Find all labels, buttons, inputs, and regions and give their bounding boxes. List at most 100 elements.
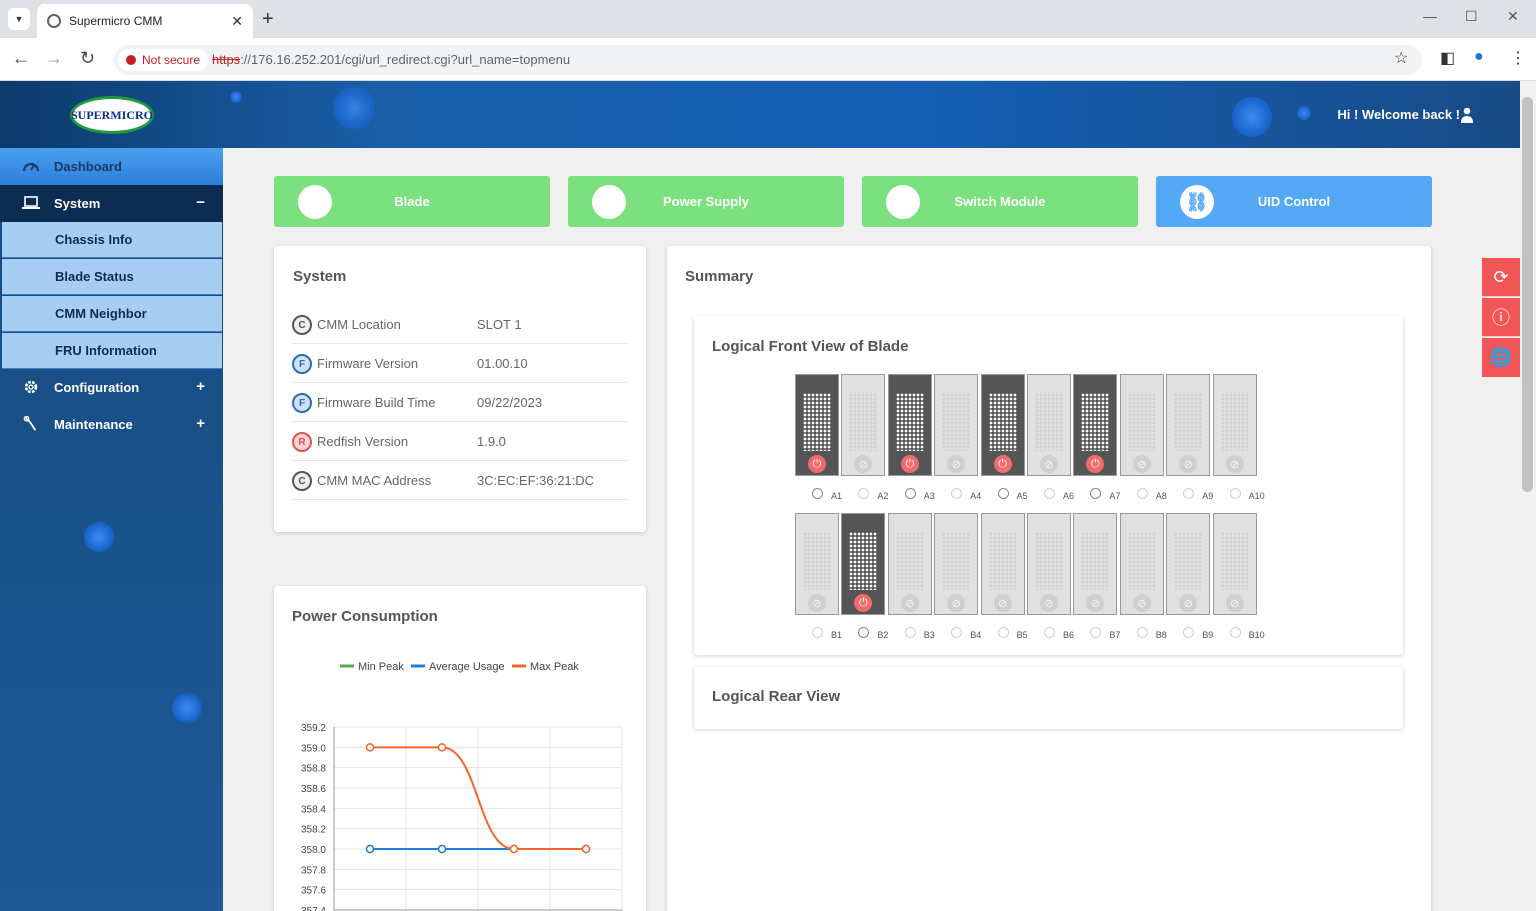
blade-slot-b10[interactable]: ⊘ xyxy=(1212,513,1257,615)
blade-label: A5 xyxy=(1016,491,1028,501)
user-icon[interactable] xyxy=(1461,107,1473,123)
side-panel-icon[interactable]: ◧ xyxy=(1440,50,1456,67)
blade-radio-a7[interactable] xyxy=(1090,488,1102,499)
blade-slot-b2[interactable]: ⏻ xyxy=(841,513,886,615)
check-status-icon xyxy=(298,185,332,219)
refresh-button[interactable]: ⟳ xyxy=(1482,258,1520,297)
check-status-icon xyxy=(886,185,920,219)
menu-icon[interactable]: ⋮ xyxy=(1510,50,1526,67)
minimize-icon[interactable]: — xyxy=(1423,8,1437,24)
blade-label: A7 xyxy=(1109,491,1121,501)
blade-slot-a5[interactable]: ⏻ xyxy=(980,374,1025,476)
blade-radio-a6[interactable] xyxy=(1044,488,1055,499)
blade-vent xyxy=(942,393,971,451)
row-label: CMM MAC Address xyxy=(317,473,432,488)
sidebar-item-blade-status[interactable]: Blade Status xyxy=(2,259,222,295)
new-tab-button[interactable]: + xyxy=(262,8,274,30)
switch-module-button-label: Switch Module xyxy=(954,194,1046,209)
sidebar-item-cmm-neighbor[interactable]: CMM Neighbor xyxy=(2,296,222,332)
blade-radio-b7[interactable] xyxy=(1090,627,1102,638)
blade-slot-a7[interactable]: ⏻ xyxy=(1073,374,1118,476)
blade-slot-b6[interactable]: ⊘ xyxy=(1027,513,1071,615)
blade-radio-a2[interactable] xyxy=(858,488,870,499)
power-card-title: Power Consumption xyxy=(292,608,438,625)
profile-icon[interactable]: ● xyxy=(1474,48,1484,65)
blade-radio-b10[interactable] xyxy=(1229,627,1241,638)
language-button[interactable]: 🌐 xyxy=(1482,338,1520,377)
blade-radio-b2[interactable] xyxy=(858,627,870,638)
blade-slot-a10[interactable]: ⊘ xyxy=(1212,374,1257,476)
blade-radio-a3[interactable] xyxy=(904,488,916,499)
blade-radio-b9[interactable] xyxy=(1183,627,1195,638)
row-value: SLOT 1 xyxy=(477,317,522,332)
legend-label: Min Peak xyxy=(358,661,404,673)
expand-icon[interactable]: + xyxy=(196,378,205,395)
sidebar-label-maintenance: Maintenance xyxy=(54,417,133,432)
blade-slot-a2[interactable]: ⊘ xyxy=(841,374,886,476)
blade-button[interactable]: Blade xyxy=(274,176,550,227)
blade-slot-b9[interactable]: ⊘ xyxy=(1166,513,1211,615)
sidebar-item-fru-information[interactable]: FRU Information xyxy=(2,333,222,369)
url-text[interactable]: https://176.16.252.201/cgi/url_redirect.… xyxy=(212,52,570,67)
blade-radio-b4[interactable] xyxy=(951,627,963,638)
blade-radio-a10[interactable] xyxy=(1229,488,1241,499)
expand-icon[interactable]: + xyxy=(196,415,205,432)
maximize-icon[interactable]: ☐ xyxy=(1465,8,1478,24)
disabled-icon: ⊘ xyxy=(808,594,826,612)
scrollbar-thumb[interactable] xyxy=(1522,97,1533,492)
sidebar-item-system[interactable]: System − xyxy=(0,185,223,222)
blade-slot-b3[interactable]: ⊘ xyxy=(887,513,932,615)
system-row: C CMM Location SLOT 1 xyxy=(292,305,627,344)
row-icon: F xyxy=(292,354,312,374)
blade-radio-b5[interactable] xyxy=(997,627,1009,638)
reload-icon[interactable]: ↻ xyxy=(80,48,96,68)
info-button[interactable]: ⓘ xyxy=(1482,298,1520,337)
url-path: ://176.16.252.201/cgi/url_redirect.cgi?u… xyxy=(240,52,571,67)
data-point xyxy=(365,743,375,752)
sidebar-item-configuration[interactable]: Configuration + xyxy=(0,369,223,406)
sidebar-item-maintenance[interactable]: Maintenance + xyxy=(0,406,223,443)
switch-module-button[interactable]: Switch Module xyxy=(862,176,1138,227)
rear-view-card[interactable]: Logical Rear View xyxy=(694,667,1403,729)
blade-slot-a8[interactable]: ⊘ xyxy=(1119,374,1164,476)
blade-slot-a6[interactable]: ⊘ xyxy=(1027,374,1071,476)
omnibox[interactable] xyxy=(114,45,1422,75)
blade-slot-b5[interactable]: ⊘ xyxy=(980,513,1025,615)
blade-radio-a8[interactable] xyxy=(1136,488,1148,499)
disabled-icon: ⊘ xyxy=(1040,455,1058,473)
sidebar-item-chassis-info[interactable]: Chassis Info xyxy=(2,222,222,258)
blade-slot-b7[interactable]: ⊘ xyxy=(1073,513,1118,615)
blade-slot-b4[interactable]: ⊘ xyxy=(934,513,979,615)
blade-radio-a4[interactable] xyxy=(951,488,963,499)
sidebar-item-dashboard[interactable]: Dashboard xyxy=(0,148,223,185)
collapse-icon[interactable]: − xyxy=(196,194,205,211)
blade-radio-b6[interactable] xyxy=(1044,627,1055,638)
power-supply-button[interactable]: Power Supply xyxy=(568,176,844,227)
blade-radio-b8[interactable] xyxy=(1136,627,1148,638)
close-tab-icon[interactable]: ✕ xyxy=(231,13,243,29)
blade-slot-b1[interactable]: ⊘ xyxy=(795,513,839,615)
close-window-icon[interactable]: ✕ xyxy=(1507,8,1519,24)
sidebar-label-configuration: Configuration xyxy=(54,380,140,395)
uid-control-button[interactable]: ⛓ UID Control xyxy=(1156,176,1432,227)
blade-slot-b8[interactable]: ⊘ xyxy=(1119,513,1164,615)
blade-radio-a1[interactable] xyxy=(812,488,823,499)
blade-vent xyxy=(1081,393,1110,451)
back-icon[interactable]: ← xyxy=(12,48,30,68)
system-row: R Redfish Version 1.9.0 xyxy=(292,422,627,461)
blade-radio-a9[interactable] xyxy=(1183,488,1195,499)
blade-slot-a4[interactable]: ⊘ xyxy=(934,374,979,476)
star-icon[interactable]: ☆ xyxy=(1394,50,1409,67)
blade-slot-a3[interactable]: ⏻ xyxy=(887,374,932,476)
tab-search-button[interactable]: ▼ xyxy=(8,8,30,30)
blade-radio-a5[interactable] xyxy=(997,488,1009,499)
blade-slot-a9[interactable]: ⊘ xyxy=(1166,374,1211,476)
blade-radio-b1[interactable] xyxy=(812,627,823,638)
not-secure-chip[interactable]: Not secure xyxy=(118,49,209,71)
blade-slot-a1[interactable]: ⏻ xyxy=(795,374,839,476)
blade-radio-b3[interactable] xyxy=(904,627,916,638)
disabled-icon: ⊘ xyxy=(900,594,919,612)
browser-tab[interactable]: Supermicro CMM ✕ xyxy=(37,4,253,38)
forward-icon[interactable]: → xyxy=(45,48,63,68)
summary-title: Summary xyxy=(685,268,754,285)
